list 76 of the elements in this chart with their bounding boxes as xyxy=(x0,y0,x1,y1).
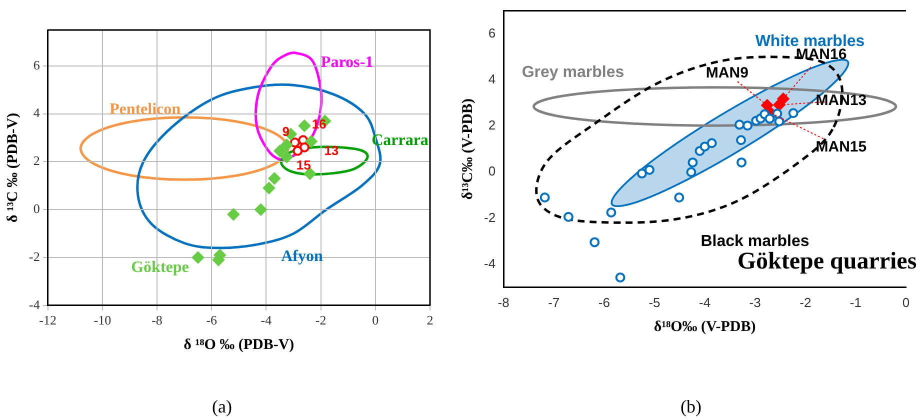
y-tick-label: 2 xyxy=(33,153,40,168)
y-tick-label: -2 xyxy=(28,248,40,264)
x-tick-label: -10 xyxy=(94,312,112,328)
point xyxy=(292,146,303,156)
point xyxy=(280,138,293,151)
point xyxy=(674,192,684,203)
annotation: MAN9 xyxy=(706,64,748,82)
annotation: Göktepe xyxy=(131,259,189,277)
point xyxy=(590,237,600,248)
x-tick-label: -6 xyxy=(206,312,218,328)
x-axis-title: δ¹⁸O‰ (V-PDB) xyxy=(654,318,756,335)
point xyxy=(280,150,293,163)
point xyxy=(615,272,626,282)
point xyxy=(772,108,782,119)
point xyxy=(262,182,275,194)
annotation: Black marbles xyxy=(700,233,810,251)
annotation: Göktepe quarries xyxy=(737,248,917,276)
point xyxy=(706,138,717,148)
y-tick-label: 0 xyxy=(33,201,40,216)
point xyxy=(254,204,267,216)
annotation: Grey marbles xyxy=(522,64,624,82)
x-tick-label: -8 xyxy=(498,294,510,310)
point xyxy=(606,207,616,218)
point xyxy=(761,99,774,112)
x-tick-label: -4 xyxy=(260,312,272,328)
y-tick-label: 2 xyxy=(488,118,496,133)
x-tick-label: -6 xyxy=(598,294,610,310)
annotation: 15 xyxy=(296,158,311,173)
x-tick-label: -1 xyxy=(850,294,862,310)
point xyxy=(764,114,775,124)
point xyxy=(540,192,550,203)
x-axis-title: δ ¹⁸O ‰ (PDB-V) xyxy=(184,336,294,353)
point xyxy=(268,172,280,184)
x-tick-label: -8 xyxy=(152,312,162,328)
x-tick-label: -7 xyxy=(548,294,560,310)
y-tick-label: -4 xyxy=(484,256,496,271)
y-tick-label: -2 xyxy=(484,210,496,225)
point xyxy=(274,144,286,157)
x-tick-label: -3 xyxy=(749,294,761,310)
x-tick-label: -4 xyxy=(699,294,711,310)
y-axis-title: δ¹³C‰ (V-PDB) xyxy=(460,98,476,200)
point xyxy=(298,120,310,132)
text: (a) xyxy=(212,396,232,418)
y-tick-label: 6 xyxy=(488,25,496,40)
x-tick-label: -2 xyxy=(315,312,326,328)
point xyxy=(742,120,753,131)
point xyxy=(734,120,744,130)
point xyxy=(305,135,318,148)
y-axis-title: δ ¹³C ‰ (PDB-V) xyxy=(4,112,21,223)
y-tick-label: 6 xyxy=(33,57,40,72)
x-tick-label: 0 xyxy=(902,294,910,310)
point xyxy=(736,135,746,146)
x-tick-label: -5 xyxy=(648,294,660,310)
y-tick-label: 4 xyxy=(33,105,40,120)
point xyxy=(736,157,747,168)
y-tick-label: 4 xyxy=(488,72,496,87)
annotation: Paros-1 xyxy=(320,54,374,72)
annotation: Afyon xyxy=(281,248,323,266)
point xyxy=(636,168,647,179)
text: (b) xyxy=(680,396,702,418)
point xyxy=(644,164,654,175)
annotation: MAN15 xyxy=(816,138,867,156)
x-tick-label: -2 xyxy=(800,294,812,310)
x-tick-label: 0 xyxy=(372,312,379,328)
point xyxy=(686,167,696,178)
point xyxy=(788,108,798,118)
point xyxy=(227,208,240,220)
point xyxy=(773,98,786,111)
point xyxy=(192,252,204,264)
x-tick-label: 2 xyxy=(426,312,434,328)
point xyxy=(688,157,698,168)
y-tick-label: 0 xyxy=(488,164,496,179)
annotation: Pentelicon xyxy=(109,101,181,119)
x-tick-label: -12 xyxy=(39,312,56,328)
point xyxy=(563,212,574,222)
point xyxy=(700,142,710,152)
